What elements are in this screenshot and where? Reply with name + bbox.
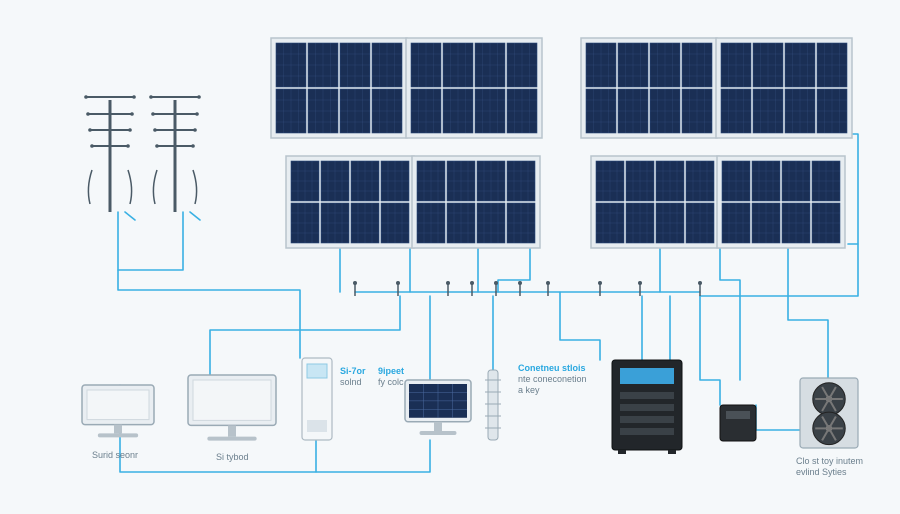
solar-panel-icon xyxy=(717,156,845,248)
cabinet-label-a: Si-7or xyxy=(340,366,366,377)
cabinet-label-b: solnd xyxy=(340,377,362,388)
controller-label-b: nte coneconetion xyxy=(518,374,587,385)
hvac-unit-icon xyxy=(800,378,858,448)
battery-box-icon xyxy=(720,405,756,441)
hvac-label-a: Clo st toy inutem xyxy=(796,456,863,467)
monitor1-label: Surid seonr xyxy=(92,450,138,461)
controller-label-c: a key xyxy=(518,385,540,396)
solar-panel-icon xyxy=(581,38,717,138)
combiner-icon xyxy=(485,370,501,440)
transmission-pole-icon xyxy=(149,95,201,212)
monitor-icon xyxy=(82,385,154,437)
solar-panel-icon xyxy=(406,38,542,138)
solar-panel-icon xyxy=(271,38,407,138)
controller-label-a: Conetneu stlois xyxy=(518,363,586,374)
solar-panel-icon xyxy=(591,156,719,248)
solar-system-diagram: Surid seonr Si tybod Si-7or solnd 9ipeet… xyxy=(0,0,900,514)
inverter-cabinet-icon xyxy=(302,358,332,440)
diagram-canvas xyxy=(0,0,900,514)
monitor2-label: Si tybod xyxy=(216,452,249,463)
transmission-pole-icon xyxy=(84,95,136,212)
solar-panel-icon xyxy=(412,156,540,248)
hvac-label-b: evlind Syties xyxy=(796,467,847,478)
monitor3-label-b: fy colc xyxy=(378,377,404,388)
solar-monitor-icon xyxy=(405,380,471,435)
monitor-icon xyxy=(188,375,276,441)
solar-panel-icon xyxy=(286,156,414,248)
monitor3-label-a: 9ipeet xyxy=(378,366,404,377)
ups-icon xyxy=(612,360,682,454)
solar-panel-icon xyxy=(716,38,852,138)
